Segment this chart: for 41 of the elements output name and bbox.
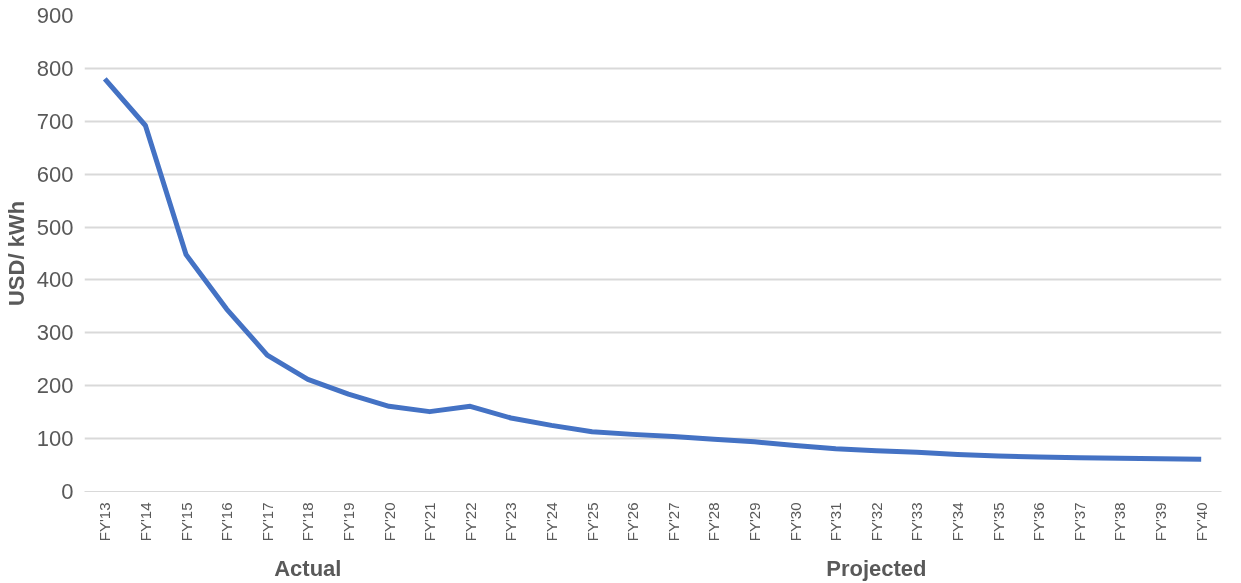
x-tick-label: FY'25 [583,502,601,542]
y-tick-label: 700 [36,108,74,134]
x-tick-label: FY'29 [746,502,764,542]
y-axis-title: USD/ kWh [3,200,29,307]
x-tick-label: FY'20 [380,502,398,542]
x-tick-label: FY'16 [218,502,236,542]
x-tick-label: FY'40 [1192,502,1210,542]
y-tick-label: 200 [36,373,74,399]
x-tick-label: FY'14 [136,502,154,542]
x-tick-label: FY'15 [177,502,195,542]
x-tick-label: FY'31 [827,502,845,542]
x-tick-label: FY'39 [1152,502,1170,542]
y-tick-label: 800 [36,55,74,81]
x-tick-label: FY'32 [867,502,885,542]
x-tick-label: FY'23 [502,502,520,542]
text: Projected [826,555,927,581]
x-tick-label: FY'36 [1030,502,1048,542]
y-tick-label: 400 [36,267,74,293]
x-tick-label: FY'19 [339,502,357,542]
x-tick-label: FY'26 [624,502,642,542]
x-tick-label: FY'35 [989,502,1007,542]
x-tick-label: FY'30 [786,502,804,542]
x-tick-label: FY'27 [664,502,682,542]
y-tick-label: 300 [36,320,74,346]
x-tick-label: FY'17 [258,502,276,542]
x-tick-label: FY'22 [461,502,479,542]
x-tick-label: FY'21 [421,502,439,542]
text: Actual [274,555,342,581]
y-tick-label: 0 [61,479,74,504]
x-tick-label: FY'18 [299,502,317,542]
x-tick-label: FY'13 [96,502,114,542]
x-tick-label: FY'37 [1070,502,1088,542]
y-tick-label: 900 [36,3,74,28]
x-tick-label: FY'28 [705,502,723,542]
y-tick-label: 500 [36,214,74,240]
y-tick-label: 600 [36,161,74,187]
x-tick-label: FY'34 [949,502,967,542]
y-tick-label: 100 [36,426,74,452]
x-tick-label: FY'33 [908,502,926,542]
x-tick-label: FY'38 [1111,502,1129,542]
x-tick-label: FY'24 [542,502,560,542]
